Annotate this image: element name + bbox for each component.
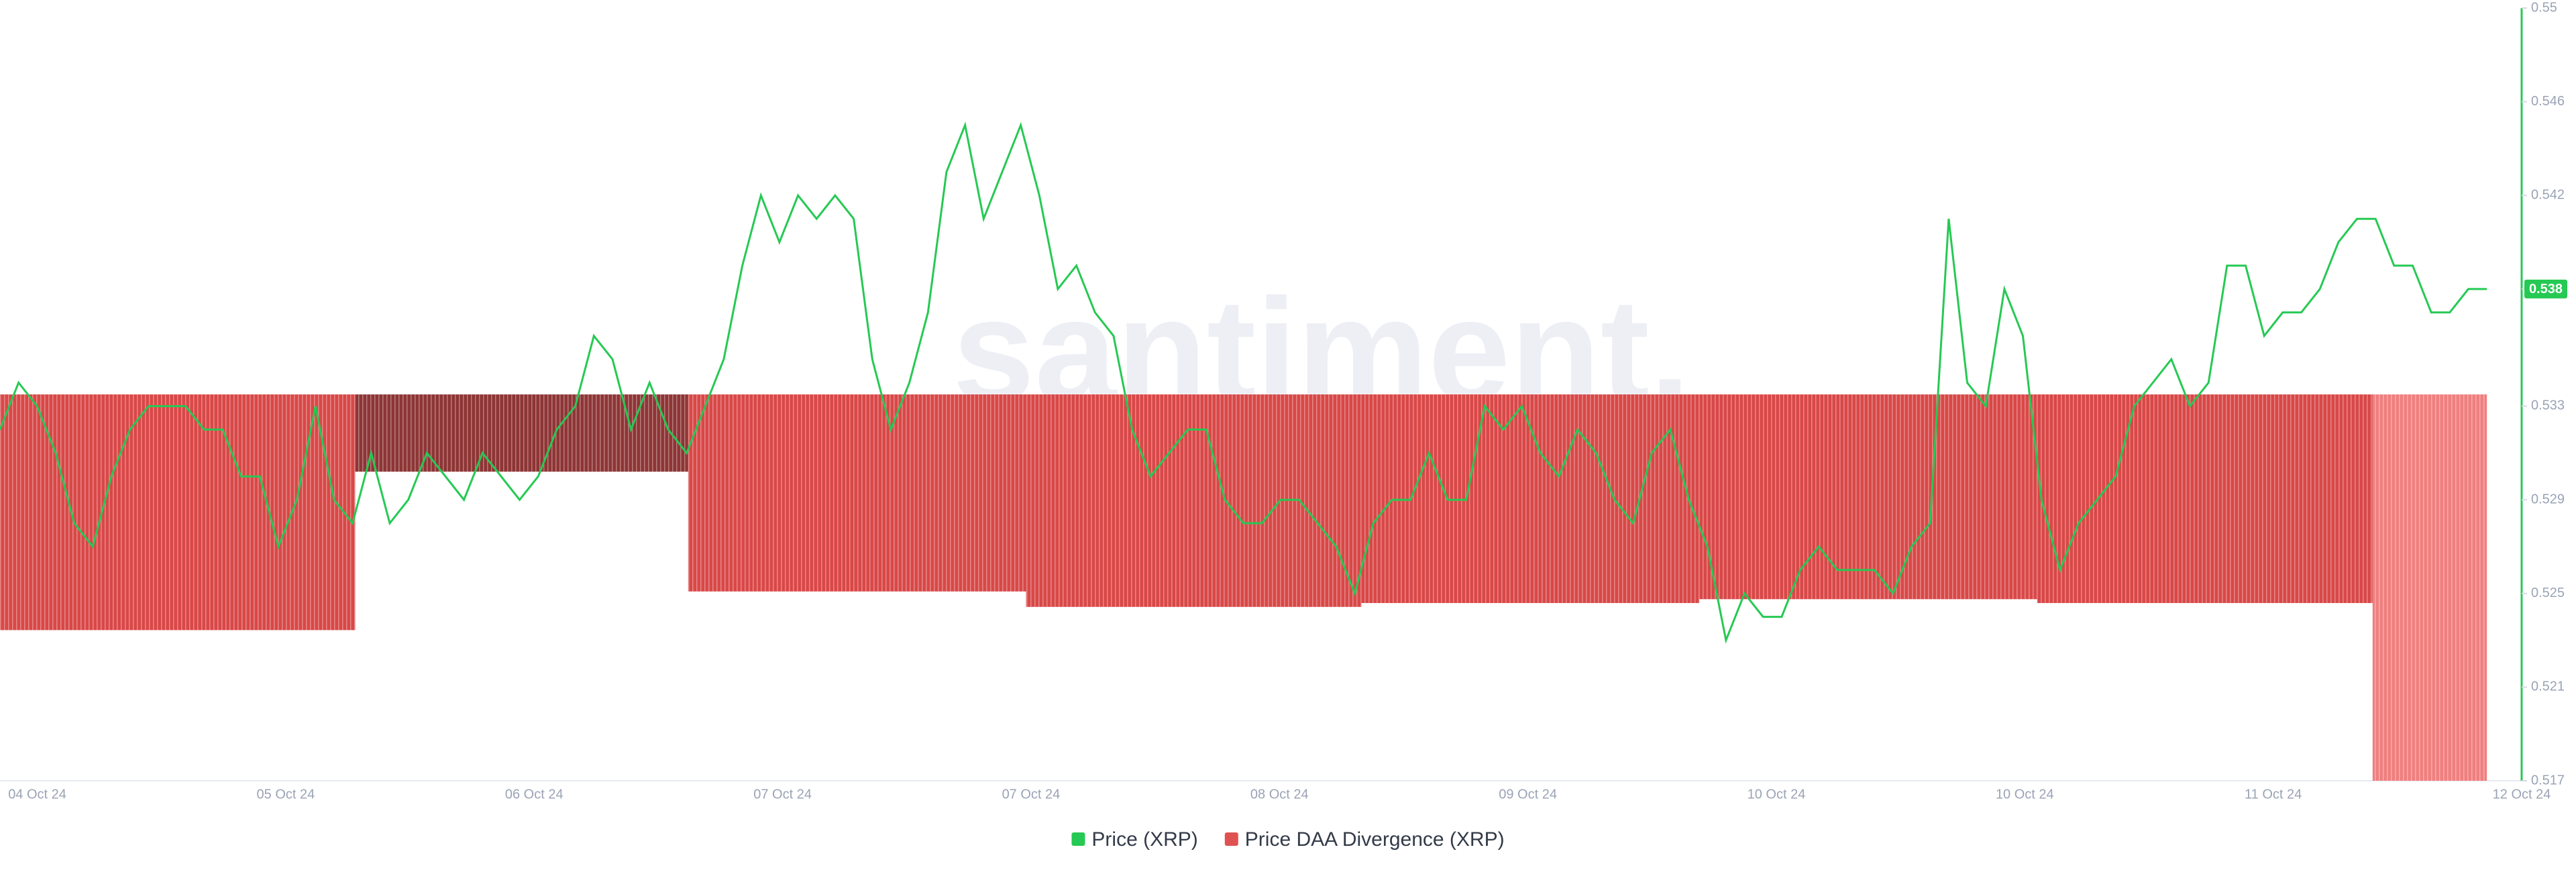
- y2-tick-label: 0.546: [2531, 94, 2565, 109]
- bar-stripes: [1026, 394, 1362, 607]
- bar-stripes: [0, 394, 356, 631]
- y2-tick-label: 0.55: [2531, 0, 2557, 15]
- x-tick-label: 08 Oct 24: [1250, 787, 1309, 802]
- y2-tick-label: 0.521: [2531, 679, 2565, 694]
- legend: Price (XRP) Price DAA Divergence (XRP): [1071, 828, 1505, 851]
- bar-stripes: [2372, 394, 2487, 781]
- x-tick-label: 06 Oct 24: [505, 787, 564, 802]
- x-tick-label: 11 Oct 24: [2245, 787, 2302, 802]
- y2-tick-label: 0.542: [2531, 188, 2565, 203]
- bar-stripes: [2037, 394, 2373, 604]
- bar-stripes: [1699, 394, 2037, 600]
- x-tick-label: 09 Oct 24: [1499, 787, 1557, 802]
- last-value-label: 0.538: [2529, 282, 2563, 296]
- x-tick-label: 07 Oct 24: [753, 787, 812, 802]
- legend-swatch: [1224, 832, 1238, 846]
- bar-stripes: [355, 394, 688, 472]
- last-value-badge: [2524, 279, 2567, 298]
- y2-tick-label: 0.517: [2531, 773, 2565, 787]
- x-tick-label: 12 Oct 24: [2493, 787, 2551, 802]
- legend-swatch: [1071, 832, 1085, 846]
- y2-tick-label: 0.525: [2531, 586, 2565, 600]
- x-tick-label: 07 Oct 24: [1002, 787, 1061, 802]
- legend-label: Price (XRP): [1091, 828, 1197, 851]
- price-line: [0, 121, 2487, 644]
- x-tick-label: 04 Oct 24: [8, 787, 66, 802]
- x-tick-label: 05 Oct 24: [257, 787, 315, 802]
- x-tick-label: 10 Oct 24: [1996, 787, 2054, 802]
- y2-tick-label: 0.533: [2531, 398, 2565, 413]
- bar-stripes: [688, 394, 1026, 592]
- x-tick-label: 10 Oct 24: [1748, 787, 1806, 802]
- y2-tick-label: 0.529: [2531, 492, 2565, 506]
- legend-label: Price DAA Divergence (XRP): [1245, 828, 1505, 851]
